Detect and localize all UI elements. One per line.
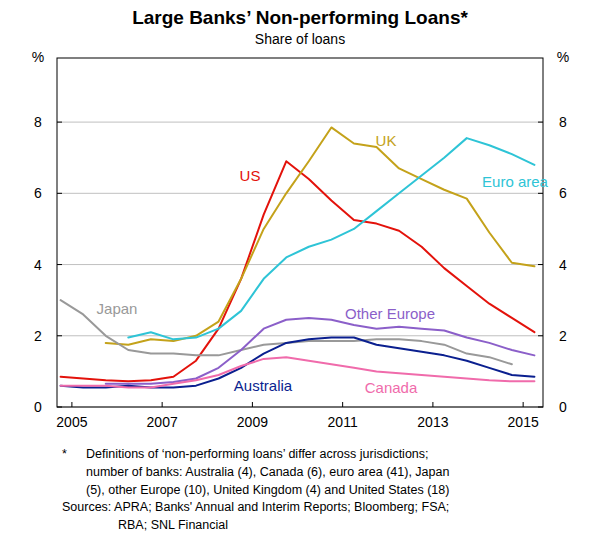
y2-tick: [538, 122, 543, 123]
y2-tick-label: 8: [559, 114, 567, 130]
x-tick-label: 2007: [147, 414, 178, 430]
series-label: US: [240, 167, 261, 184]
series-line: [61, 338, 535, 388]
x-tick-label: 2005: [56, 414, 87, 430]
grid-line: [57, 193, 543, 194]
series-line: [61, 161, 535, 381]
note: Definitions of ‘non-performing loans’ di…: [86, 447, 429, 461]
x-tick: [71, 402, 72, 407]
y-axis-label: %: [32, 49, 44, 65]
plot-frame: [57, 58, 543, 407]
subtitle: Share of loans: [255, 31, 345, 47]
y-tick: [57, 264, 62, 265]
x-tick-label: 2015: [508, 414, 539, 430]
y2-tick: [538, 193, 543, 194]
series-label: Japan: [97, 300, 138, 317]
y-tick: [57, 122, 62, 123]
x-tick: [432, 402, 433, 407]
y-tick-label: 4: [34, 257, 42, 273]
series-label: UK: [376, 132, 397, 149]
grid-line: [57, 335, 543, 336]
y-tick-label: 0: [34, 399, 42, 415]
x-tick: [252, 402, 253, 407]
source: RBA; SNL Financial: [118, 518, 228, 532]
series-group: [61, 127, 535, 387]
x-tick-label: 2011: [328, 414, 358, 430]
y-tick: [57, 335, 62, 336]
y2-tick: [538, 264, 543, 265]
x-tick-label: 2013: [417, 414, 448, 430]
note: number of banks: Australia (4), Canada (…: [86, 465, 449, 479]
source: Sources: APRA; Banks' Annual and Interim…: [62, 500, 449, 514]
y-tick-label: 6: [34, 185, 42, 201]
series-label: Canada: [365, 379, 418, 396]
series-label: Other Europe: [345, 305, 435, 322]
note: (5), other Europe (10), United Kingdom (…: [86, 483, 449, 497]
note-marker: *: [62, 447, 67, 461]
y-tick-label: 8: [34, 114, 42, 130]
title: Large Banks’ Non-performing Loans*: [132, 7, 468, 28]
y2-tick-label: 2: [559, 328, 567, 344]
series-line: [106, 318, 535, 384]
y2-tick-label: 0: [559, 399, 567, 415]
series-line: [106, 127, 535, 344]
series-label: Euro area: [482, 173, 549, 190]
grid-line: [57, 264, 543, 265]
x-tick: [162, 402, 163, 407]
y-tick: [57, 193, 62, 194]
y2-tick-label: 6: [559, 185, 567, 201]
x-tick: [342, 402, 343, 407]
chart: Large Banks’ Non-performing Loans* Share …: [0, 0, 600, 537]
x-tick-label: 2009: [237, 414, 268, 430]
grid-line: [57, 122, 543, 123]
series-line: [128, 138, 534, 339]
y2-tick-label: 4: [559, 257, 567, 273]
y-tick-label: 2: [34, 328, 42, 344]
x-tick: [523, 402, 524, 407]
y2-tick: [538, 335, 543, 336]
series-label: Australia: [234, 377, 293, 394]
y2-axis-label: %: [557, 49, 569, 65]
series-line: [61, 357, 535, 387]
